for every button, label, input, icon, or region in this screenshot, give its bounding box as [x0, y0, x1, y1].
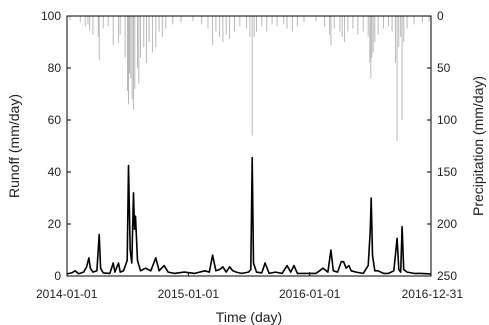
plot-frame [66, 15, 432, 277]
right-y-axis: 0 50 100 150 200 250 [427, 9, 457, 283]
precipitation-bars [69, 16, 430, 141]
right-y-axis-title: Precipitation (mm/day) [470, 76, 486, 216]
left-tick-label-5: 100 [41, 9, 61, 23]
x-axis: 2014-01-01 2015-01-01 2016-01-01 2016-12-31 [36, 272, 463, 301]
right-tick-label-0: 0 [437, 9, 444, 23]
left-tick-label-1: 20 [48, 217, 62, 231]
x-tick-label-1: 2015-01-01 [158, 287, 220, 301]
x-tick-label-0: 2014-01-01 [36, 287, 98, 301]
right-tick-label-3: 150 [437, 165, 457, 179]
runoff-series [66, 156, 432, 275]
runoff-line [66, 156, 432, 275]
right-tick-label-5: 250 [437, 269, 457, 283]
left-tick-label-0: 0 [54, 269, 61, 283]
right-tick-label-2: 100 [437, 113, 457, 127]
left-tick-label-3: 60 [48, 113, 62, 127]
x-axis-title: Time (day) [216, 309, 282, 325]
left-y-axis-title: Runoff (mm/day) [6, 94, 22, 198]
x-tick-label-3: 2016-12-31 [402, 287, 464, 301]
x-tick-label-2: 2016-01-01 [279, 287, 341, 301]
right-tick-label-1: 50 [437, 61, 451, 75]
left-tick-label-4: 80 [48, 61, 62, 75]
left-y-axis: 0 20 40 60 80 100 [41, 9, 71, 283]
left-tick-label-2: 40 [48, 165, 62, 179]
right-tick-label-4: 200 [437, 217, 457, 231]
